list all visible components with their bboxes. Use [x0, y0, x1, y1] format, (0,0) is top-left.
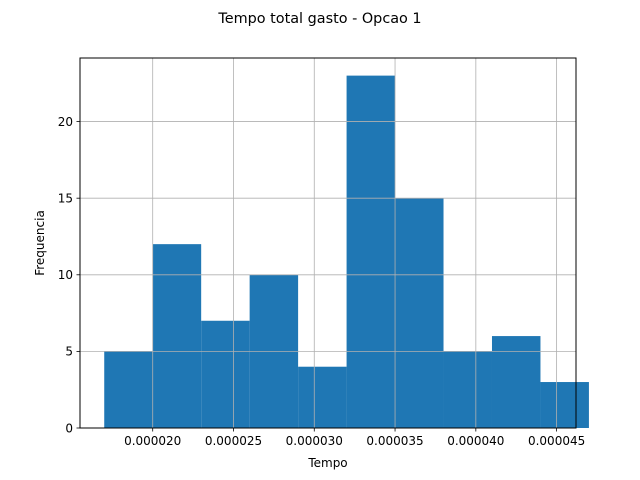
- x-tick-label: 0.000035: [366, 434, 423, 448]
- y-tick-label: 20: [58, 115, 73, 129]
- histogram-bar-7: [395, 198, 444, 428]
- y-tick-label: 0: [65, 421, 73, 435]
- histogram-bars: [104, 75, 589, 428]
- x-tick-label: 0.000045: [528, 434, 585, 448]
- x-tick-label: 0.000030: [286, 434, 343, 448]
- plot-frame: [79, 57, 577, 429]
- histogram-bar-9: [491, 336, 541, 428]
- y-tick-label: 15: [58, 191, 73, 205]
- x-axis-ticks: 0.000020 0.000025 0.000030 0.000035 0.000040…: [124, 428, 585, 448]
- x-tick-label: 0.000040: [447, 434, 504, 448]
- histogram-bar-8: [443, 351, 492, 428]
- histogram-bar-3: [201, 320, 250, 428]
- y-tick-label: 10: [58, 268, 73, 282]
- histogram-bar-1: [104, 351, 153, 428]
- x-tick-label: 0.000025: [205, 434, 262, 448]
- y-axis-label: Frequencia: [33, 210, 47, 276]
- histogram-bar-2: [152, 244, 202, 428]
- y-tick-label: 5: [65, 345, 73, 359]
- histogram-bar-6: [346, 75, 396, 428]
- x-tick-label: 0.000020: [124, 434, 181, 448]
- grid-lines: [80, 58, 576, 429]
- histogram-bar-5: [298, 366, 347, 428]
- y-axis-ticks: 0 5 10 15 20: [58, 115, 80, 435]
- histogram-bar-10: [540, 382, 589, 428]
- x-axis-label: Tempo: [307, 456, 347, 470]
- chart-title: Tempo total gasto - Opcao 1: [217, 11, 421, 27]
